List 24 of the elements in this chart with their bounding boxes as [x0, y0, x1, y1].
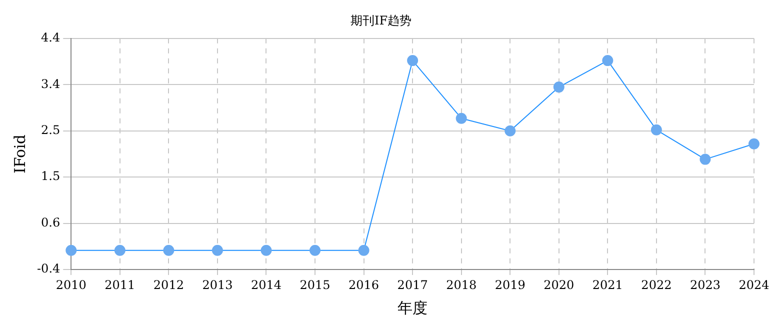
y-tick-label: 0.6: [41, 215, 60, 230]
y-tick-label: 2.5: [41, 123, 60, 138]
x-tick-label: 2019: [494, 278, 526, 292]
x-tick-label: 2021: [592, 278, 623, 292]
x-tick-label: 2013: [202, 278, 233, 292]
x-tick-label: 2012: [153, 278, 184, 292]
x-tick-label: 2024: [738, 278, 770, 292]
x-tick-label: 2015: [300, 278, 330, 292]
x-tick-label: 2018: [446, 278, 477, 292]
x-axis-title: 年度: [398, 298, 428, 317]
x-tick-label: 2023: [690, 278, 720, 292]
y-tick-label: 3.4: [41, 76, 60, 91]
y-tick-label: -0.4: [37, 262, 60, 276]
y-axis-title: IFoid: [10, 134, 29, 174]
y-tick-label: 4.4: [41, 30, 60, 45]
chart-title: 期刊IF趋势: [350, 13, 412, 28]
x-tick-label: 2010: [56, 278, 86, 292]
x-tick-label: 2011: [104, 278, 136, 292]
x-tick-label: 2016: [348, 278, 380, 292]
x-tick-label: 2014: [250, 278, 282, 292]
x-tick-label: 2020: [544, 278, 574, 292]
y-tick-label: 1.5: [41, 169, 60, 184]
x-tick-label: 2022: [641, 278, 672, 292]
x-tick-label: 2017: [397, 278, 428, 292]
